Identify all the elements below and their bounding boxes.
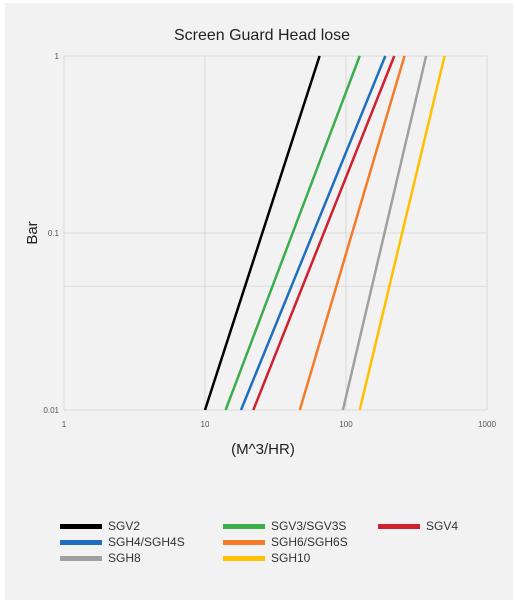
legend-swatch (378, 523, 420, 529)
x-tick-label: 100 (339, 420, 353, 429)
y-axis-label: Bar (24, 221, 41, 244)
legend-item: SGH4/SGH4S (60, 534, 185, 550)
legend-label: SGH4/SGH4S (108, 535, 185, 549)
legend-label: SGV3/SGV3S (271, 519, 347, 533)
series-line-sgv4 (252, 55, 396, 411)
y-tick-label: 0.01 (43, 406, 59, 415)
x-tick-label: 1 (62, 420, 67, 429)
chart-svg: Screen Guard Head lose Bar (M^3/HR) 1 10 1… (24, 27, 496, 458)
legend-label: SGH10 (271, 551, 311, 565)
chart-title: Screen Guard Head lose (174, 27, 350, 44)
legend-swatch (223, 523, 265, 529)
series-line-sgh8 (341, 55, 428, 411)
legend-item: SGV3/SGV3S (223, 518, 346, 534)
legend-item: SGV4 (378, 518, 458, 534)
legend-swatch (60, 555, 102, 561)
legend-swatch (223, 539, 265, 545)
legend-label: SGV4 (426, 519, 459, 533)
series-line-sgh4-sgh4s (239, 55, 387, 411)
x-tick-label: 10 (201, 420, 210, 429)
y-tick-label: 1 (55, 52, 60, 61)
legend-swatch (223, 555, 265, 561)
legend-label: SGH8 (108, 551, 141, 565)
legend-item: SGH10 (223, 550, 310, 566)
legend-label: SGH6/SGH6S (271, 535, 348, 549)
legend-swatch (60, 523, 102, 529)
legend-label: SGV2 (108, 519, 141, 533)
x-tick-label: 1000 (478, 420, 496, 429)
chart-panel: Screen Guard Head lose Bar (M^3/HR) 1 10 1… (5, 3, 513, 600)
legend-item: SGV2 (60, 518, 140, 534)
legend: SGV2 SGV3/SGV3S SGV4 SGH4/SGH4S SGH6/SGH6S SG… (60, 518, 510, 578)
series-line-sgh6-sgh6s (298, 55, 406, 411)
x-axis-label: (M^3/HR) (231, 441, 295, 458)
legend-item: SGH6/SGH6S (223, 534, 348, 550)
legend-swatch (60, 539, 102, 545)
legend-item: SGH8 (60, 550, 141, 566)
series-line-sgv2 (203, 55, 321, 411)
series-line-sgv3-sgv3s (224, 55, 361, 411)
y-tick-label: 0.1 (48, 229, 60, 238)
series-line-sgh10 (358, 55, 446, 411)
